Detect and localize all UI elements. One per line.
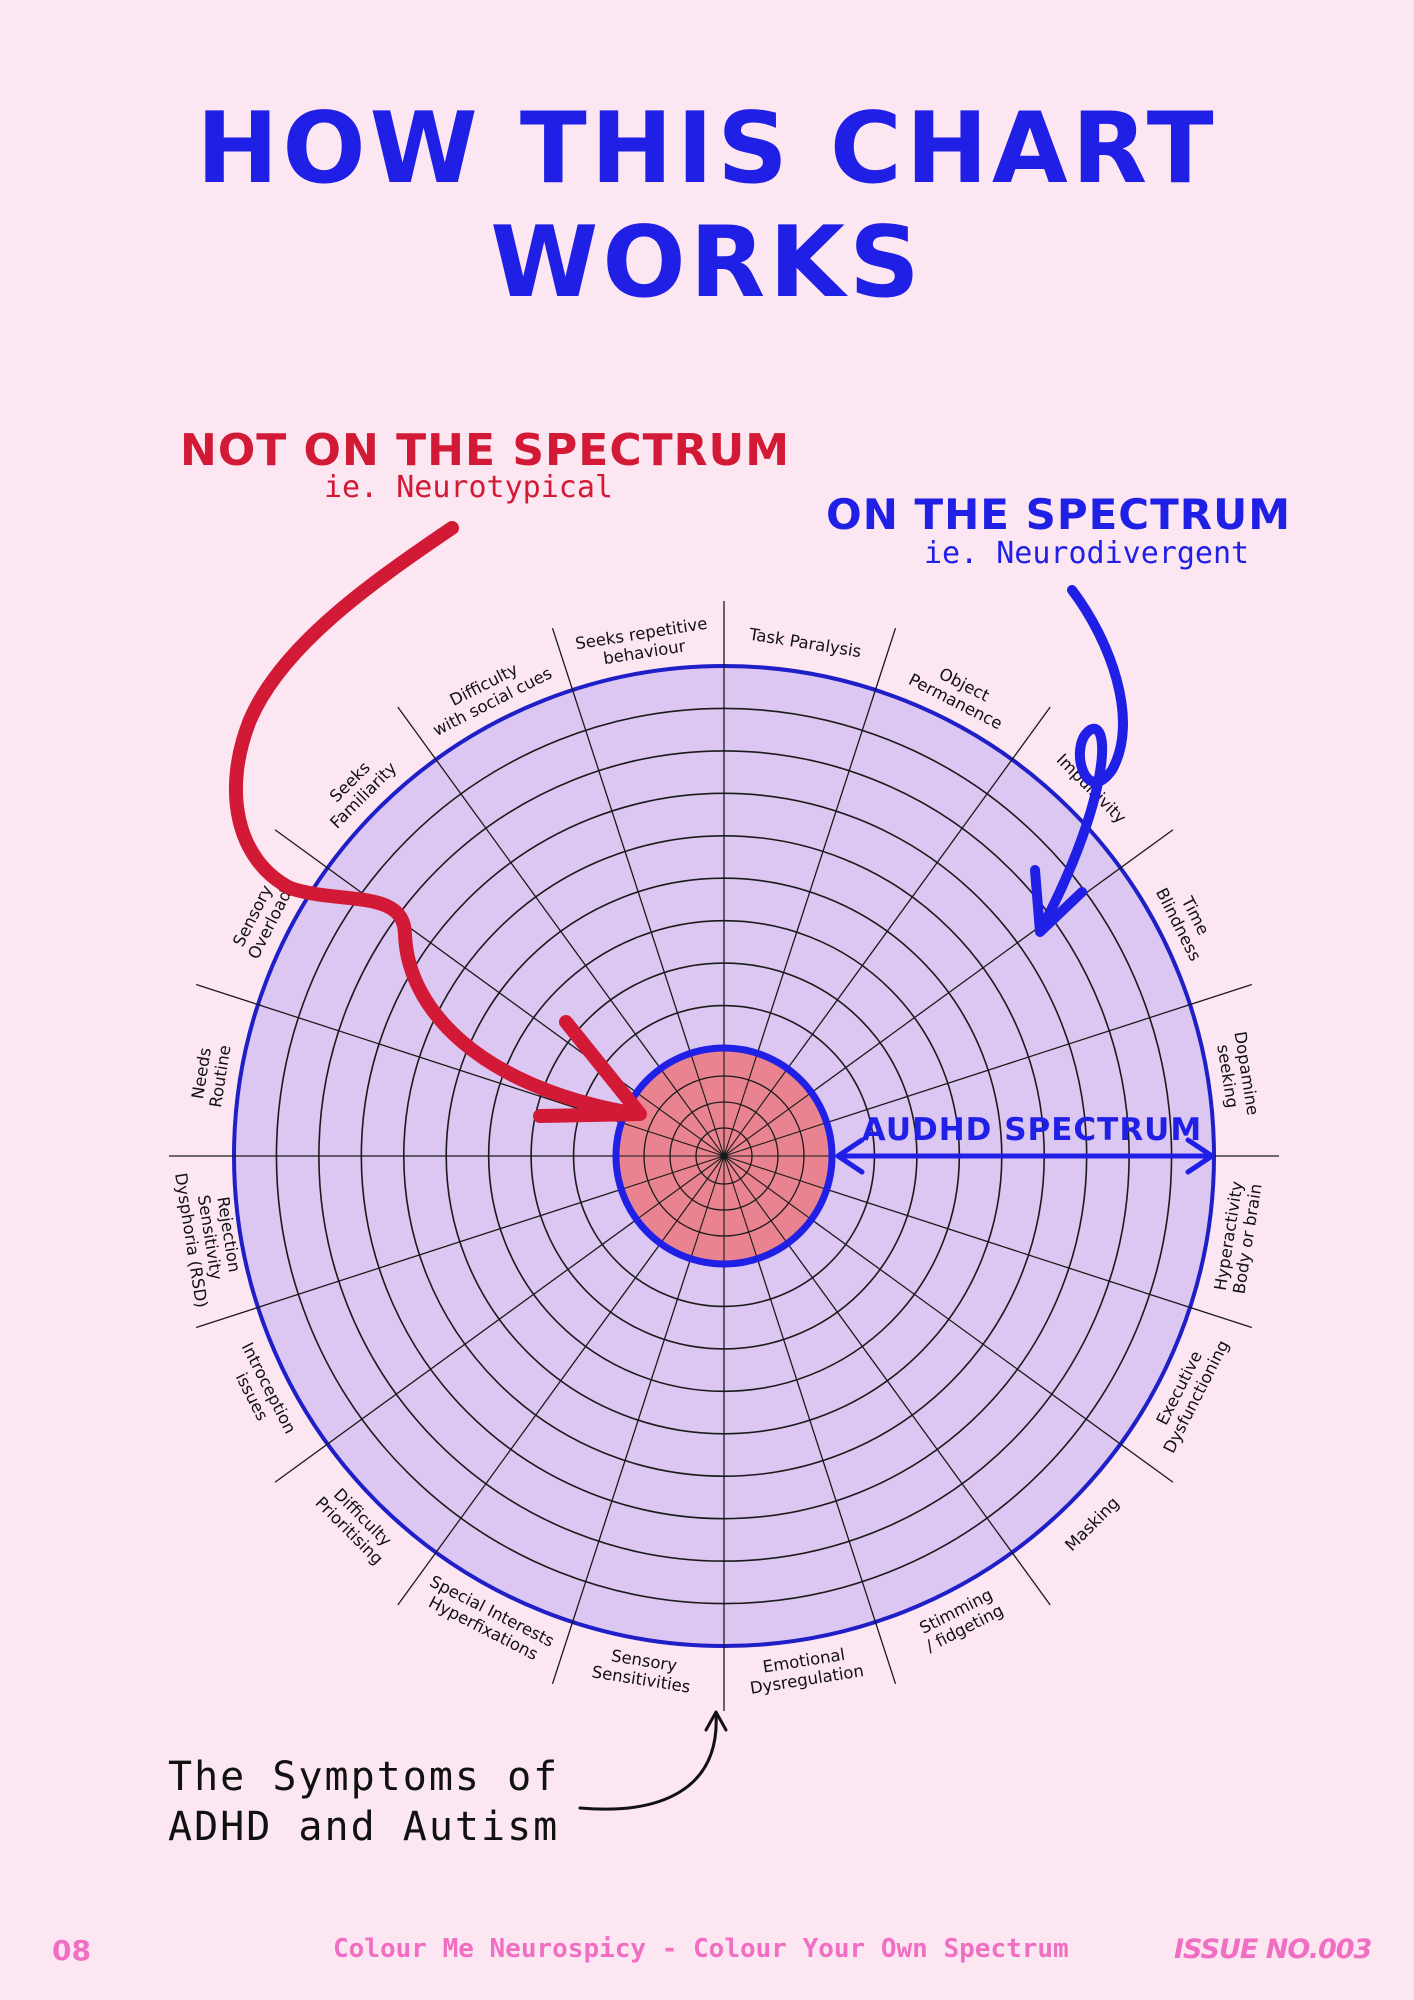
- segment-label-text: SensorySensitivities: [591, 1644, 695, 1697]
- segment-label: SensorySensitivities: [591, 1644, 695, 1697]
- symptoms-caption-line1: The Symptoms of: [168, 1754, 560, 1800]
- segment-label: Task Paralysis: [747, 624, 863, 661]
- neurodivergent-arrow: [1040, 585, 1128, 927]
- center-spoke: [660, 1155, 725, 1244]
- center-spoke: [723, 1053, 758, 1157]
- audhd-spectrum-arrow: [835, 1137, 1215, 1175]
- segment-label: HyperactivityBody or brain: [1211, 1179, 1266, 1296]
- center-spoke: [723, 1155, 788, 1244]
- center-spoke: [690, 1053, 725, 1157]
- symptoms-arrow: [578, 1712, 718, 1811]
- segment-label: Dopamineseeking: [1212, 1030, 1263, 1120]
- center-spoke: [723, 1155, 812, 1220]
- center-spoke: [690, 1155, 725, 1259]
- on-spectrum-heading: ON THE SPECTRUM: [826, 490, 1292, 539]
- symptoms-caption: The Symptoms of ADHD and Autism: [168, 1752, 559, 1852]
- segment-label-line: Task Paralysis: [747, 624, 863, 661]
- neurotypical-arrow: [228, 521, 633, 1119]
- segment-label-text: HyperactivityBody or brain: [1211, 1179, 1266, 1295]
- center-spoke: [621, 1155, 725, 1190]
- segment-label: EmotionalDysregulation: [746, 1642, 865, 1698]
- not-on-spectrum-subheading: ie. Neurotypical: [324, 470, 613, 505]
- neurotypical-center-outline: [612, 1044, 836, 1268]
- issue-number: ISSUE NO.003: [1174, 1934, 1372, 1965]
- center-spoke: [660, 1068, 725, 1157]
- publication-title: Colour Me Neurospicy - Colour Your Own S…: [333, 1934, 1069, 1964]
- segment-label-text: EmotionalDysregulation: [746, 1642, 865, 1698]
- center-spoke: [723, 1155, 827, 1190]
- symptoms-caption-line2: ADHD and Autism: [168, 1804, 560, 1850]
- page-title: HOW THIS CHART WORKS: [196, 92, 1218, 320]
- center-spoke: [723, 1155, 758, 1259]
- center-zone: [612, 1044, 836, 1268]
- on-spectrum-subheading: ie. Neurodivergent: [924, 536, 1250, 571]
- center-spoke: [723, 1122, 827, 1157]
- right-arrowhead-icon: [1185, 1137, 1215, 1175]
- center-spoke: [723, 1092, 812, 1157]
- neurodivergent-arrowhead-icon: [1030, 865, 1087, 937]
- left-arrowhead-icon: [835, 1137, 865, 1175]
- segment-label-text: NeedsRoutine: [187, 1041, 234, 1109]
- segment-label: NeedsRoutine: [187, 1041, 235, 1109]
- center-spoke: [636, 1155, 725, 1220]
- audhd-spectrum-label: AUDHD SPECTRUM: [862, 1112, 1202, 1148]
- segment-label-text: Seeks repetitivebehaviour: [574, 614, 712, 672]
- center-spoke: [723, 1068, 788, 1157]
- symptoms-arrowhead-icon: [704, 1710, 728, 1732]
- segment-label-text: Task Paralysis: [747, 624, 863, 661]
- segment-label-text: Dopamineseeking: [1212, 1030, 1263, 1120]
- not-on-spectrum-heading: NOT ON THE SPECTRUM: [180, 425, 791, 476]
- neurotypical-arrowhead-icon: [533, 1015, 647, 1123]
- page-number: 08: [52, 1934, 91, 1967]
- center-spoke: [636, 1092, 725, 1157]
- segment-label: Seeks repetitivebehaviour: [574, 614, 712, 672]
- center-spoke: [621, 1122, 725, 1157]
